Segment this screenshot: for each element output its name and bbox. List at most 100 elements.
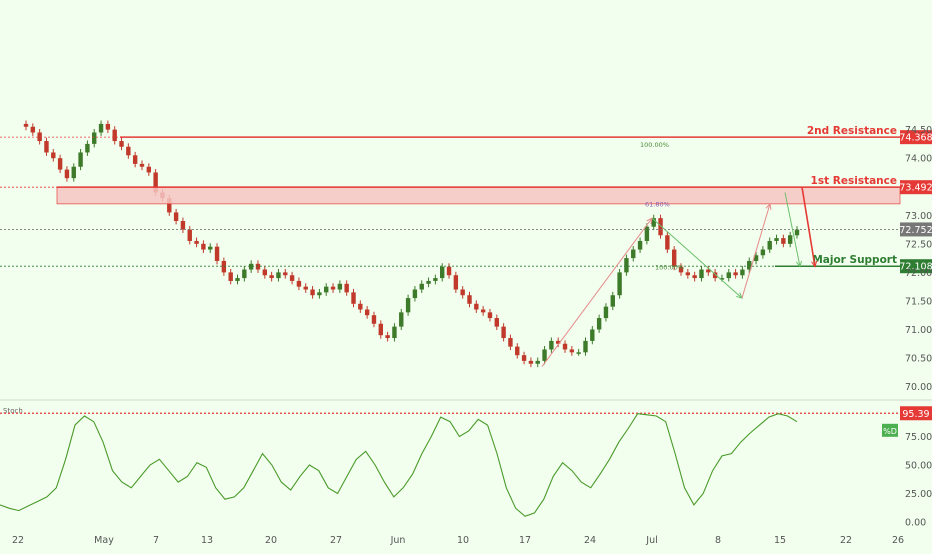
candle-body xyxy=(644,226,650,241)
candle-body xyxy=(364,309,370,316)
candle-body xyxy=(358,303,363,310)
x-tick-label: Jun xyxy=(390,535,406,546)
candle-body xyxy=(412,289,418,299)
x-tick-label: 17 xyxy=(519,535,531,546)
candle-body xyxy=(119,141,124,147)
candle-body xyxy=(255,263,261,270)
candle-body xyxy=(426,280,431,284)
candle-body xyxy=(528,360,534,364)
level-price-tag xyxy=(900,222,932,237)
candle-body xyxy=(276,272,281,279)
candle-body xyxy=(296,280,302,287)
candle-body xyxy=(112,129,117,142)
candle-body xyxy=(549,340,554,350)
candle-body xyxy=(351,292,356,304)
candle-body xyxy=(235,278,240,281)
candle-body xyxy=(98,123,104,133)
candle-body xyxy=(535,360,540,364)
candle-body xyxy=(139,163,145,167)
candle-body xyxy=(51,152,56,159)
candle-body xyxy=(173,212,179,221)
candle-body xyxy=(678,266,684,273)
candle-body xyxy=(105,123,111,130)
candle-body xyxy=(637,240,643,250)
candle-body xyxy=(590,329,595,341)
level-label: Major Support xyxy=(812,254,897,266)
candle-body xyxy=(610,295,615,307)
candle-body xyxy=(146,166,152,173)
stoch-y-tick: 0.00 xyxy=(905,518,926,529)
y-tick-label: 71.000 xyxy=(905,325,932,336)
candle-body xyxy=(194,240,199,244)
candle-body xyxy=(440,266,445,279)
y-tick-label: 72.500 xyxy=(905,239,932,250)
candle-body xyxy=(283,272,288,276)
stoch-line xyxy=(0,413,798,517)
candle-body xyxy=(242,269,247,279)
candle-body xyxy=(562,343,568,350)
candle-body xyxy=(289,275,295,281)
candle-body xyxy=(474,303,479,310)
candle-body xyxy=(126,146,131,156)
level-price-text: 73.492 xyxy=(899,183,932,194)
level-price-text: 72.108 xyxy=(899,262,932,273)
candle-body xyxy=(44,141,49,153)
level-price-text: 72.752 xyxy=(899,225,932,236)
stoch-legend-tag xyxy=(882,423,898,437)
candle-body xyxy=(378,323,383,336)
candle-body xyxy=(385,335,390,339)
candle-body xyxy=(631,249,636,259)
x-tick-label: 15 xyxy=(774,535,786,546)
level-price-tag xyxy=(900,130,932,145)
candle-body xyxy=(542,349,547,361)
candle-body xyxy=(208,246,213,250)
candle-body xyxy=(794,229,800,236)
candle-body xyxy=(487,312,493,319)
candle-body xyxy=(180,220,186,230)
candle-body xyxy=(317,292,322,296)
candle-body xyxy=(651,218,656,227)
projection-arrow xyxy=(741,203,771,299)
candle-body xyxy=(555,340,561,344)
level-price-tag xyxy=(900,259,932,274)
candle-body xyxy=(23,123,29,127)
candle-body xyxy=(494,318,499,327)
candle-body xyxy=(774,238,779,241)
candle-body xyxy=(262,269,268,276)
candle-body xyxy=(132,155,138,164)
level-label: 1st Resistance xyxy=(811,175,897,187)
candle-body xyxy=(583,340,588,353)
candle-body xyxy=(658,218,663,236)
fib-label: 61.80% xyxy=(645,201,670,209)
candle-body xyxy=(78,152,83,167)
candle-body xyxy=(576,352,581,354)
candle-body xyxy=(187,229,192,241)
projection-arrowhead xyxy=(765,202,772,210)
candle-body xyxy=(30,126,36,133)
candle-body xyxy=(685,272,691,276)
projection-arrow xyxy=(651,217,743,299)
x-tick-label: 7 xyxy=(153,535,159,546)
candle-body xyxy=(665,235,670,250)
candle-body xyxy=(733,272,738,276)
candle-body xyxy=(480,309,486,313)
candle-body xyxy=(740,269,745,276)
candle-body xyxy=(167,198,172,213)
candle-body xyxy=(344,283,349,293)
candle-body xyxy=(706,269,711,273)
candle-body xyxy=(753,255,759,261)
candle-body xyxy=(671,249,677,267)
candle-body xyxy=(712,272,718,279)
candle-body xyxy=(337,283,343,290)
projection-arrow xyxy=(801,187,816,267)
candle-body xyxy=(324,286,329,293)
candle-body xyxy=(726,272,731,279)
y-tick-label: 70.500 xyxy=(905,354,932,365)
candle-body xyxy=(201,243,206,250)
candle-body xyxy=(92,132,97,144)
y-tick-label: 71.500 xyxy=(905,296,932,307)
